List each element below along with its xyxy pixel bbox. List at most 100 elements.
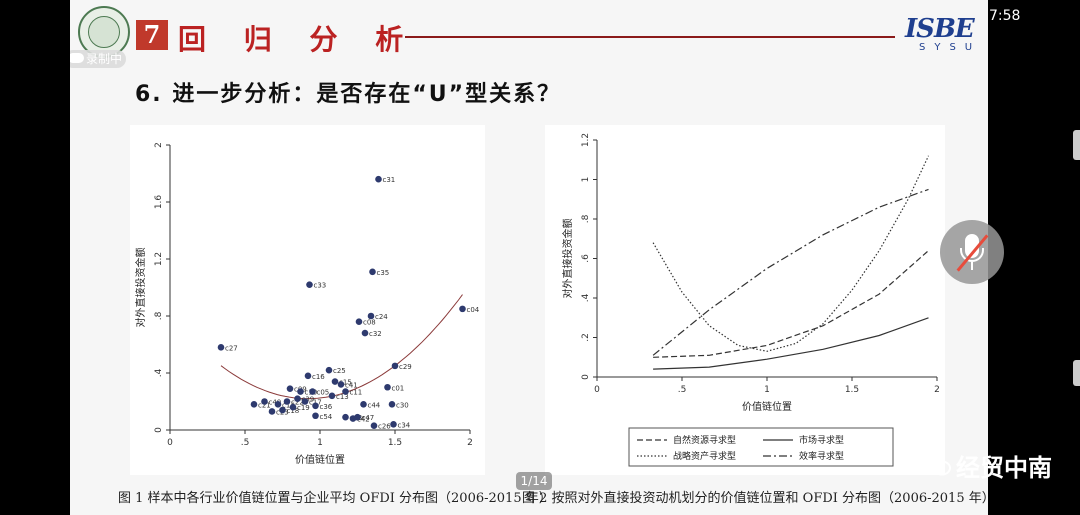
point-label: c42 bbox=[357, 416, 370, 424]
point-label: c21 bbox=[258, 401, 271, 409]
data-point bbox=[304, 372, 312, 380]
data-point bbox=[342, 413, 349, 421]
point-label: c19 bbox=[297, 404, 310, 412]
x-axis-title: 价值链位置 bbox=[295, 453, 345, 466]
data-point bbox=[354, 413, 361, 421]
side-handle-lower[interactable] bbox=[1073, 360, 1080, 386]
recording-indicator: 录制中 bbox=[70, 50, 126, 68]
data-point bbox=[375, 175, 382, 183]
legend-box bbox=[628, 427, 894, 467]
series-line bbox=[652, 155, 930, 352]
y-tick-label: 1 bbox=[581, 177, 591, 183]
y-tick-label: 1.2 bbox=[581, 133, 591, 147]
data-point bbox=[328, 392, 336, 400]
cloud-icon bbox=[70, 53, 84, 63]
page-indicator[interactable]: 1/14 bbox=[516, 472, 552, 490]
point-label: c27 bbox=[225, 344, 238, 352]
point-label: c25 bbox=[333, 367, 346, 375]
x-tick-label: 1.5 bbox=[388, 438, 402, 448]
point-label: c18 bbox=[287, 407, 300, 415]
y-tick-label: .2 bbox=[581, 333, 591, 342]
fit-line bbox=[220, 294, 463, 400]
x-tick-label: 0 bbox=[167, 438, 173, 448]
x-axis-title: 价值链位置 bbox=[742, 400, 792, 413]
data-point bbox=[279, 406, 286, 414]
x-tick-label: 2 bbox=[467, 438, 473, 448]
y-tick-label: 1.6 bbox=[154, 195, 164, 210]
point-label: c39 bbox=[302, 396, 315, 404]
brand-sub: SYSU bbox=[919, 42, 982, 53]
y-tick-label: 0 bbox=[154, 427, 164, 433]
data-point bbox=[337, 381, 345, 388]
data-point bbox=[274, 401, 282, 408]
y-tick-label: .4 bbox=[581, 293, 591, 302]
legend-label: 市场寻求型 bbox=[799, 434, 844, 446]
data-point bbox=[370, 422, 378, 430]
legend-label: 自然资源寻求型 bbox=[673, 434, 736, 446]
point-label: c01 bbox=[392, 384, 405, 392]
figure-1-caption: 图 1 样本中各行业价值链位置与企业平均 OFDI 分布图（2006-2015 … bbox=[118, 491, 552, 506]
data-point bbox=[217, 344, 225, 351]
data-point bbox=[283, 398, 291, 405]
line-chart: 0 .5 1 1.5 2 0 .2 .4 .6 .8 1 1.2 价值链位置 对外直接投资金额自然资源寻求… bbox=[561, 133, 940, 467]
data-point bbox=[325, 366, 333, 374]
data-point bbox=[268, 408, 276, 415]
y-tick-label: .8 bbox=[581, 214, 591, 223]
point-label: c34 bbox=[398, 421, 411, 429]
point-label: c26 bbox=[378, 423, 391, 431]
point-label: c33 bbox=[314, 282, 327, 290]
data-point bbox=[390, 421, 397, 428]
status-time: 7:58 bbox=[989, 8, 1021, 24]
series-line bbox=[653, 317, 929, 370]
x-tick-label: 1 bbox=[764, 385, 770, 395]
data-point bbox=[331, 378, 339, 385]
data-point bbox=[369, 268, 376, 276]
y-tick-label: 2 bbox=[154, 142, 164, 148]
side-handle[interactable] bbox=[1073, 130, 1080, 160]
slide: 录制中 7 回 归 分 析 ISBE SYSU 6. 进一步分析：是否存在“U”… bbox=[70, 0, 988, 515]
data-point bbox=[301, 398, 309, 405]
data-point bbox=[459, 305, 466, 313]
data-point bbox=[312, 402, 319, 410]
data-point bbox=[388, 401, 396, 408]
data-point bbox=[367, 312, 375, 320]
brand-main: ISBE bbox=[905, 14, 975, 44]
x-tick-label: 0 bbox=[594, 385, 600, 395]
data-point bbox=[361, 329, 369, 337]
x-tick-label: 1.5 bbox=[845, 385, 859, 395]
data-point bbox=[294, 395, 301, 402]
data-point bbox=[309, 388, 316, 395]
data-point bbox=[286, 385, 294, 392]
point-label: c30 bbox=[396, 401, 409, 409]
data-point bbox=[342, 388, 349, 395]
data-point bbox=[391, 362, 399, 370]
point-label: c13 bbox=[336, 393, 349, 401]
y-axis-title: 对外直接投资金额 bbox=[134, 248, 147, 328]
point-label: c16 bbox=[312, 373, 325, 381]
data-point bbox=[355, 318, 363, 325]
data-point bbox=[360, 401, 367, 408]
y-tick-label: .6 bbox=[581, 254, 591, 263]
section-number: 7 bbox=[136, 20, 168, 50]
y-tick-label: .4 bbox=[154, 368, 164, 377]
title-rule bbox=[405, 36, 895, 38]
point-label: c14 bbox=[282, 401, 295, 409]
point-label: c08 bbox=[363, 319, 376, 327]
point-label: c11 bbox=[350, 389, 363, 397]
point-label: c15 bbox=[339, 379, 352, 387]
university-logo bbox=[78, 6, 130, 58]
data-point bbox=[289, 403, 297, 411]
slide-heading: 6. 进一步分析：是否存在“U”型关系？ bbox=[135, 82, 562, 107]
data-point bbox=[384, 383, 391, 391]
legend-label: 效率寻求型 bbox=[799, 450, 844, 462]
y-tick-label: 1.2 bbox=[154, 252, 164, 266]
y-tick-label: 0 bbox=[581, 374, 591, 380]
watermark: 经贸中南 bbox=[956, 454, 1052, 482]
point-label: c40 bbox=[269, 399, 282, 407]
brand-logo: ISBE SYSU bbox=[905, 14, 983, 54]
data-point bbox=[250, 401, 258, 408]
series-line bbox=[652, 188, 929, 356]
mic-toggle-button[interactable] bbox=[940, 220, 1004, 284]
data-point bbox=[312, 412, 319, 420]
point-label: c24 bbox=[375, 313, 388, 321]
